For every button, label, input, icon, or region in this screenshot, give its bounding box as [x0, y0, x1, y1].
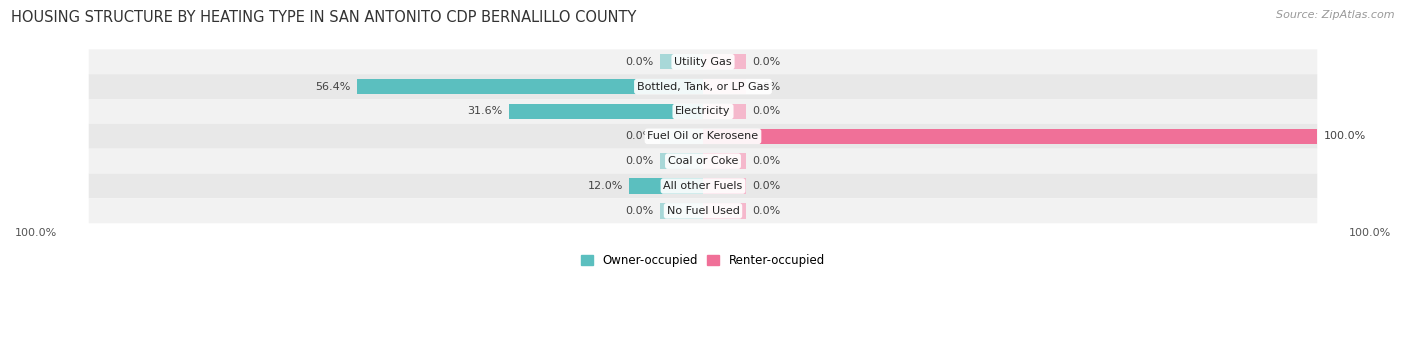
Bar: [703, 54, 747, 69]
Legend: Owner-occupied, Renter-occupied: Owner-occupied, Renter-occupied: [576, 250, 830, 272]
Bar: [703, 203, 747, 219]
FancyBboxPatch shape: [89, 199, 1317, 223]
FancyBboxPatch shape: [89, 174, 1317, 199]
Text: 0.0%: 0.0%: [752, 206, 780, 216]
Bar: [659, 203, 703, 219]
FancyBboxPatch shape: [89, 149, 1317, 174]
Text: Bottled, Tank, or LP Gas: Bottled, Tank, or LP Gas: [637, 82, 769, 91]
FancyBboxPatch shape: [89, 49, 1317, 74]
FancyBboxPatch shape: [89, 74, 1317, 99]
Text: 0.0%: 0.0%: [752, 57, 780, 67]
Bar: [703, 153, 747, 169]
Text: 0.0%: 0.0%: [626, 206, 654, 216]
Bar: [357, 79, 703, 94]
Text: 0.0%: 0.0%: [752, 106, 780, 117]
Text: 100.0%: 100.0%: [1348, 228, 1391, 238]
Bar: [659, 129, 703, 144]
Text: Fuel Oil or Kerosene: Fuel Oil or Kerosene: [647, 131, 759, 141]
Bar: [509, 104, 703, 119]
Text: 100.0%: 100.0%: [15, 228, 58, 238]
Bar: [659, 54, 703, 69]
Text: Utility Gas: Utility Gas: [675, 57, 731, 67]
Text: 0.0%: 0.0%: [626, 131, 654, 141]
Text: 0.0%: 0.0%: [752, 156, 780, 166]
Bar: [703, 79, 747, 94]
Text: All other Fuels: All other Fuels: [664, 181, 742, 191]
Text: 56.4%: 56.4%: [315, 82, 350, 91]
Bar: [630, 178, 703, 194]
Text: 0.0%: 0.0%: [752, 82, 780, 91]
Text: 31.6%: 31.6%: [467, 106, 503, 117]
Text: 12.0%: 12.0%: [588, 181, 623, 191]
FancyBboxPatch shape: [89, 99, 1317, 124]
Text: 100.0%: 100.0%: [1323, 131, 1365, 141]
Bar: [703, 104, 747, 119]
Text: 0.0%: 0.0%: [626, 57, 654, 67]
FancyBboxPatch shape: [89, 124, 1317, 149]
Bar: [703, 129, 1317, 144]
Text: Source: ZipAtlas.com: Source: ZipAtlas.com: [1277, 10, 1395, 20]
Text: Coal or Coke: Coal or Coke: [668, 156, 738, 166]
Text: 0.0%: 0.0%: [626, 156, 654, 166]
Text: No Fuel Used: No Fuel Used: [666, 206, 740, 216]
Bar: [659, 153, 703, 169]
Bar: [703, 178, 747, 194]
Text: HOUSING STRUCTURE BY HEATING TYPE IN SAN ANTONITO CDP BERNALILLO COUNTY: HOUSING STRUCTURE BY HEATING TYPE IN SAN…: [11, 10, 637, 25]
Text: 0.0%: 0.0%: [752, 181, 780, 191]
Text: Electricity: Electricity: [675, 106, 731, 117]
